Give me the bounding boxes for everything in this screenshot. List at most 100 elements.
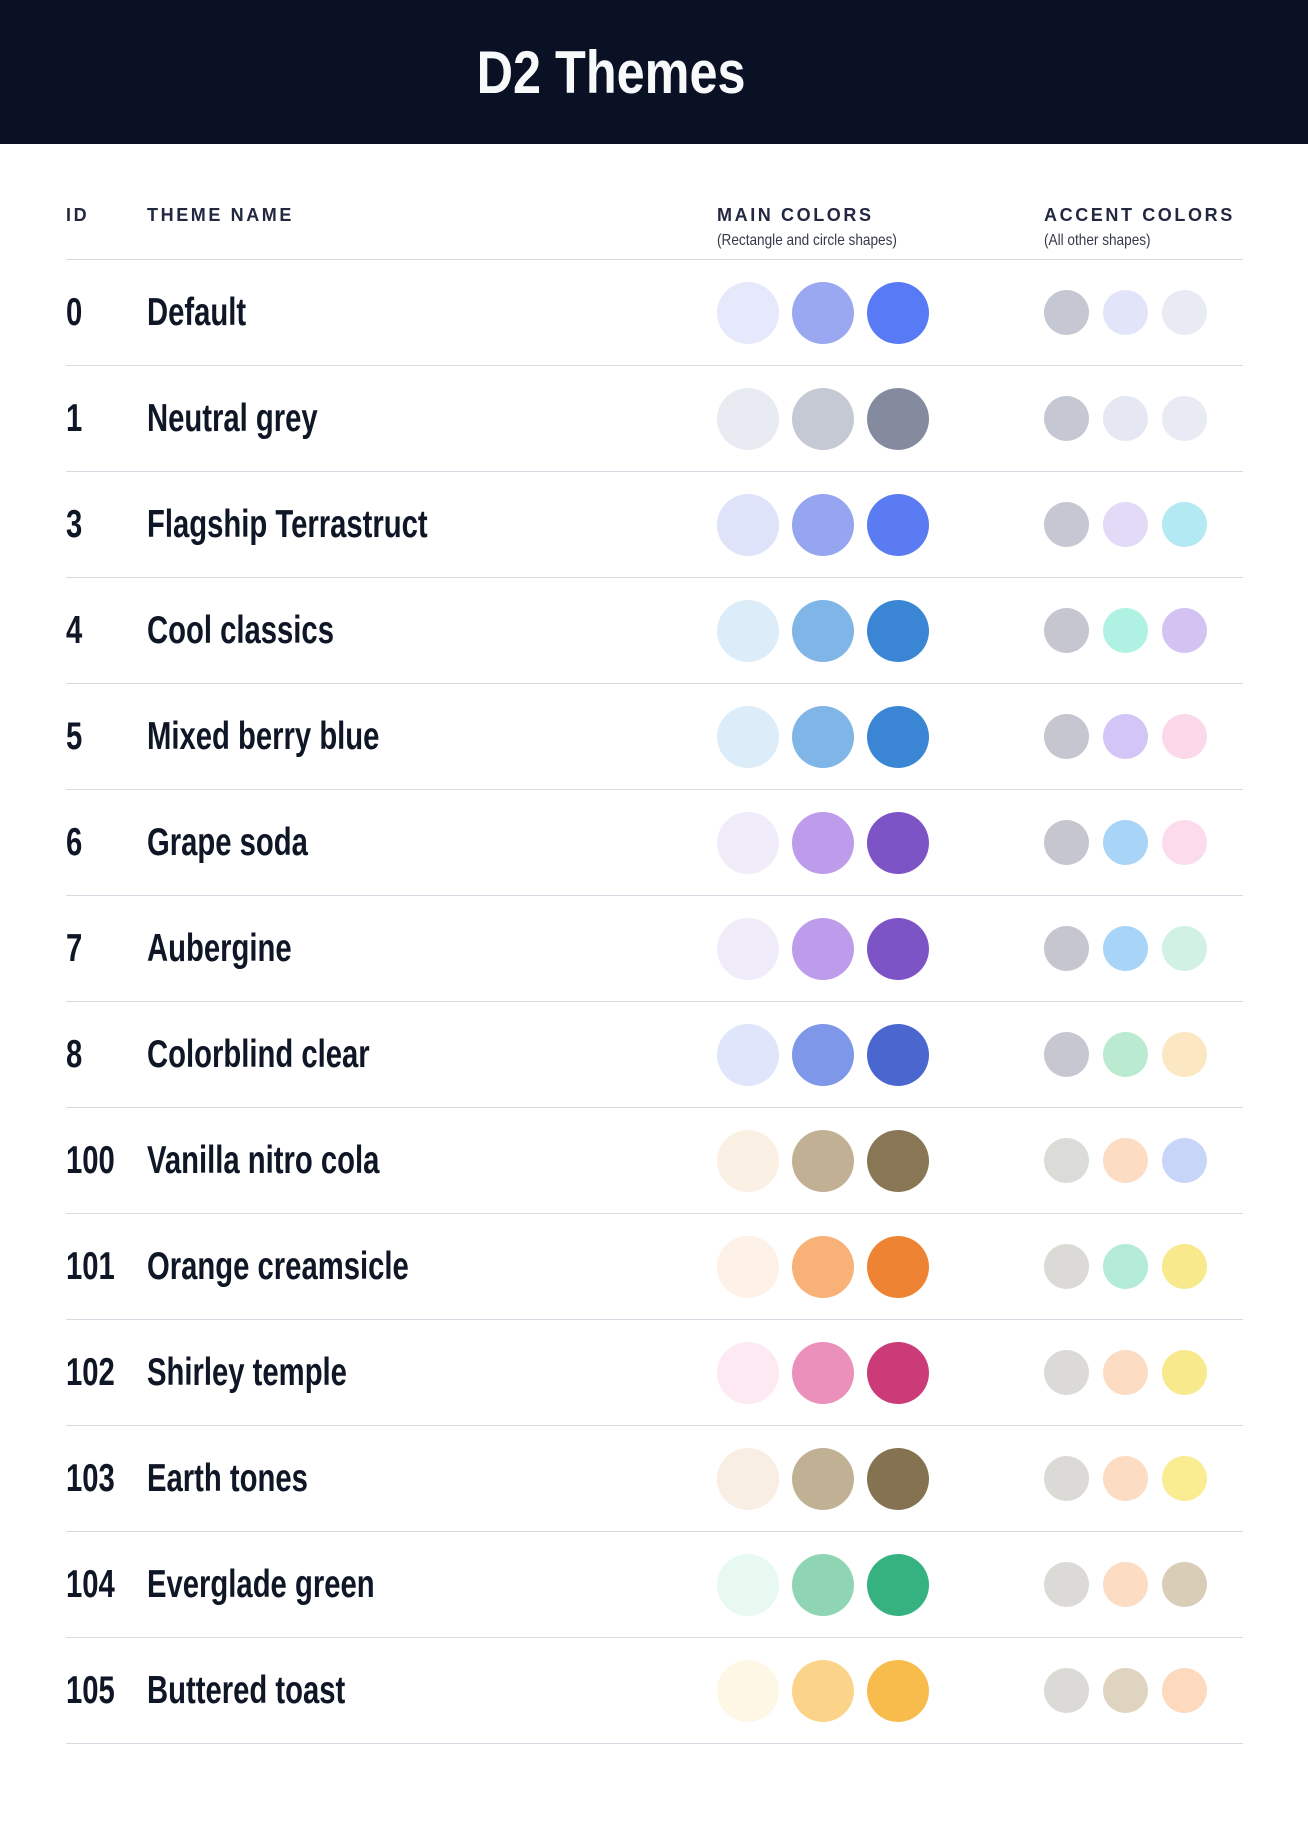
main-color-swatch [867,1341,929,1404]
main-color-swatch [792,1341,854,1404]
accent-color-swatch [1162,290,1207,335]
main-color-swatch [792,1235,854,1298]
main-color-swatches [717,1023,1044,1086]
accent-color-swatch [1162,396,1207,441]
theme-name-column-label: THEME NAME [147,205,294,225]
accent-color-swatch [1103,1032,1148,1077]
accent-color-swatch [1103,1562,1148,1607]
main-color-swatch [792,811,854,874]
accent-colors-column-sublabel: (All other shapes) [1044,232,1151,249]
accent-color-swatch [1044,820,1089,865]
accent-color-swatch [1103,290,1148,335]
main-color-swatches [717,599,1044,662]
theme-id-cell: 0 [66,291,147,335]
accent-color-swatch [1103,1244,1148,1289]
table-row: 103 Earth tones [66,1426,1243,1532]
theme-name-cell: Buttered toast [147,1669,717,1713]
main-color-swatch [792,1553,854,1616]
theme-rows: 0 Default 1 Neutral grey 3 Flagship Terr… [66,260,1243,1744]
main-color-swatch [717,705,779,768]
accent-color-swatch [1103,396,1148,441]
theme-name-cell: Cool classics [147,609,717,653]
accent-color-swatch [1162,1032,1207,1077]
theme-id-cell: 8 [66,1033,147,1077]
theme-name: Colorblind clear [147,1032,370,1076]
main-color-swatch [792,1023,854,1086]
id-column-label: ID [66,205,90,225]
main-color-swatches [717,811,1044,874]
main-color-swatch [792,917,854,980]
table-row: 3 Flagship Terrastruct [66,472,1243,578]
main-color-swatches [717,1129,1044,1192]
table-row: 6 Grape soda [66,790,1243,896]
main-color-swatch [867,493,929,556]
main-color-swatch [717,1659,779,1722]
table-row: 8 Colorblind clear [66,1002,1243,1108]
theme-id: 6 [66,820,83,864]
main-color-swatch [867,1023,929,1086]
theme-name-cell: Grape soda [147,821,717,865]
theme-name: Mixed berry blue [147,714,380,758]
column-header-theme-name: THEME NAME [147,204,717,253]
main-color-swatch [717,493,779,556]
theme-name-cell: Shirley temple [147,1351,717,1395]
theme-id: 100 [66,1138,115,1182]
main-color-swatch [717,811,779,874]
accent-color-swatch [1162,1138,1207,1183]
theme-id-cell: 102 [66,1351,147,1395]
accent-color-swatch [1162,608,1207,653]
accent-color-swatch [1162,1668,1207,1713]
accent-color-swatch [1162,1562,1207,1607]
accent-color-swatch [1162,502,1207,547]
theme-name-cell: Default [147,291,717,335]
accent-color-swatches [1044,714,1243,759]
main-color-swatch [717,387,779,450]
main-color-swatch [792,281,854,344]
theme-id-cell: 105 [66,1669,147,1713]
theme-name-cell: Everglade green [147,1563,717,1607]
accent-color-swatch [1044,1668,1089,1713]
accent-color-swatches [1044,1668,1243,1713]
column-header-id: ID [66,204,147,253]
main-color-swatch [867,387,929,450]
table-row: 104 Everglade green [66,1532,1243,1638]
main-color-swatch [717,917,779,980]
main-color-swatch [792,599,854,662]
accent-color-swatch [1103,1350,1148,1395]
accent-colors-column-label: ACCENT COLORS [1044,205,1235,225]
accent-color-swatch [1044,1244,1089,1289]
main-color-swatches [717,1659,1044,1722]
theme-id: 3 [66,502,83,546]
main-color-swatches [717,917,1044,980]
accent-color-swatch [1044,608,1089,653]
main-color-swatch [867,811,929,874]
theme-name: Neutral grey [147,396,318,440]
theme-name: Earth tones [147,1456,308,1500]
theme-name: Grape soda [147,820,308,864]
accent-color-swatch [1162,714,1207,759]
theme-id: 104 [66,1562,115,1606]
theme-id-cell: 5 [66,715,147,759]
main-color-swatch [717,1129,779,1192]
main-color-swatches [717,493,1044,556]
accent-color-swatch [1044,1032,1089,1077]
main-color-swatch [867,1129,929,1192]
main-color-swatch [867,599,929,662]
main-color-swatch [867,1235,929,1298]
main-color-swatches [717,387,1044,450]
accent-color-swatch [1044,926,1089,971]
main-color-swatch [792,1659,854,1722]
theme-name: Flagship Terrastruct [147,502,428,546]
main-color-swatch [792,1447,854,1510]
main-color-swatch [717,599,779,662]
theme-id: 1 [66,396,83,440]
theme-name: Buttered toast [147,1668,346,1712]
main-color-swatches [717,705,1044,768]
table-row: 0 Default [66,260,1243,366]
theme-name-cell: Aubergine [147,927,717,971]
theme-id-cell: 3 [66,503,147,547]
accent-color-swatch [1044,714,1089,759]
main-colors-column-sublabel: (Rectangle and circle shapes) [717,232,897,249]
theme-id-cell: 4 [66,609,147,653]
accent-color-swatch [1103,608,1148,653]
